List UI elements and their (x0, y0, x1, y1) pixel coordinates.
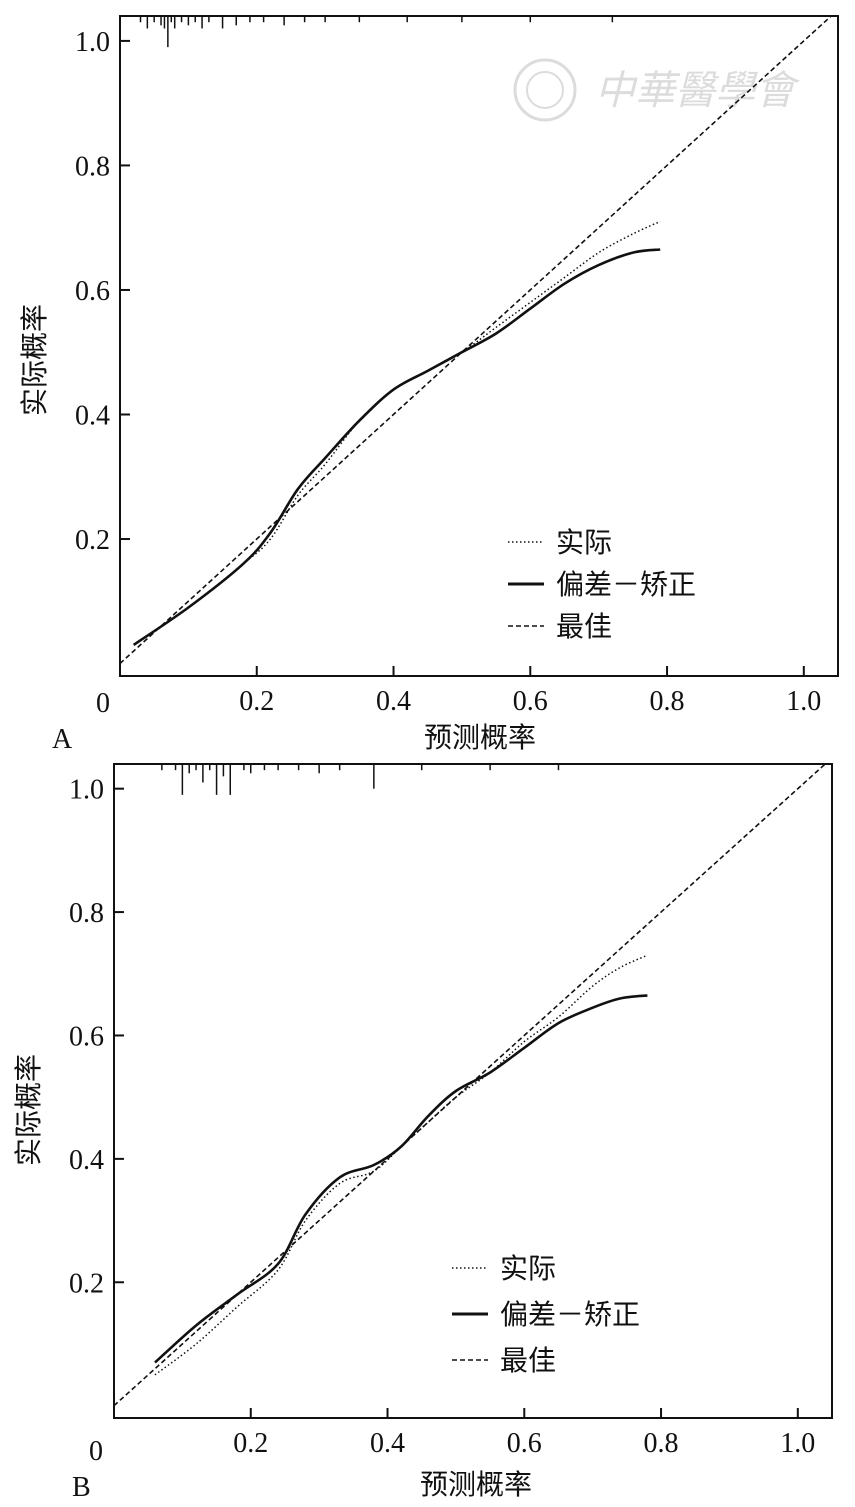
x-tick-label: 0.8 (650, 686, 685, 717)
legend-label-bias-corrected: 偏差－矫正 (556, 568, 696, 601)
panel-a-origin-label: 0 (96, 688, 110, 719)
legend-label-ideal: 最佳 (500, 1344, 556, 1377)
panel-b-label: B (72, 1472, 91, 1503)
series-line-dashed (119, 15, 832, 665)
y-tick-label: 0.2 (75, 525, 110, 556)
x-tick-label: 0.2 (233, 1428, 268, 1459)
panel-a-y-axis: 0.2 0.4 0.6 0.8 1.0 (75, 27, 130, 556)
x-tick-label: 1.0 (786, 686, 821, 717)
y-tick-label: 0.2 (69, 1268, 104, 1299)
panel-b: 0.2 0.4 0.6 0.8 1.0 0.2 0.4 0.6 0.8 1.0 0 预测概率 实… (12, 763, 833, 1503)
panel-b-rug (161, 764, 560, 795)
y-tick-label: 0.4 (69, 1145, 104, 1176)
panel-b-y-axis: 0.2 0.4 0.6 0.8 1.0 (69, 775, 124, 1299)
panel-a: 0.2 0.4 0.6 0.8 1.0 0.2 0.4 0.6 0.8 1.0 0 预测概率 实… (18, 15, 839, 755)
y-tick-label: 0.6 (69, 1021, 104, 1052)
panel-a-y-axis-title: 实际概率 (18, 304, 51, 416)
panel-b-y-axis-title: 实际概率 (12, 1054, 45, 1166)
x-tick-label: 0.6 (507, 1428, 542, 1459)
x-tick-label: 0.8 (644, 1428, 679, 1459)
series-line-dotted (154, 954, 648, 1376)
y-tick-label: 0.8 (69, 898, 104, 929)
legend-label-ideal: 最佳 (556, 610, 612, 643)
panel-a-curves (119, 15, 832, 665)
watermark-text: 中華醫學會 (595, 68, 800, 114)
panel-b-x-axis-title: 预测概率 (420, 1468, 532, 1501)
x-tick-label: 1.0 (780, 1428, 815, 1459)
series-line-solid (154, 994, 648, 1364)
y-tick-label: 1.0 (69, 775, 104, 806)
legend-label-actual: 实际 (500, 1252, 556, 1285)
x-tick-label: 0.2 (239, 686, 274, 717)
x-tick-label: 0.4 (376, 686, 411, 717)
panel-b-x-axis: 0.2 0.4 0.6 0.8 1.0 (233, 1408, 815, 1459)
watermark-seal-icon (513, 58, 577, 122)
panel-b-curves (113, 763, 826, 1407)
legend-label-bias-corrected: 偏差－矫正 (500, 1298, 640, 1331)
watermark: 中華醫學會 (513, 58, 800, 122)
y-tick-label: 0.8 (75, 151, 110, 182)
series-line-dashed (113, 763, 826, 1407)
y-tick-label: 1.0 (75, 27, 110, 58)
y-tick-label: 0.6 (75, 276, 110, 307)
x-tick-label: 0.4 (370, 1428, 405, 1459)
x-tick-label: 0.6 (513, 686, 548, 717)
watermark-seal-inner-icon (526, 71, 564, 109)
panel-b-legend: 实际 偏差－矫正 最佳 (452, 1252, 640, 1377)
series-line-solid (132, 248, 661, 646)
panel-b-plot-frame (113, 763, 833, 1419)
y-tick-label: 0.4 (75, 400, 110, 431)
panel-a-x-axis: 0.2 0.4 0.6 0.8 1.0 (239, 666, 821, 717)
panel-a-x-axis-title: 预测概率 (424, 721, 536, 754)
panel-a-rug (139, 16, 614, 48)
panel-a-legend: 实际 偏差－矫正 最佳 (508, 526, 696, 643)
panel-b-origin-label: 0 (89, 1436, 103, 1467)
panel-a-plot-frame (119, 15, 839, 677)
panel-a-label: A (52, 724, 73, 755)
legend-label-actual: 实际 (556, 526, 612, 559)
